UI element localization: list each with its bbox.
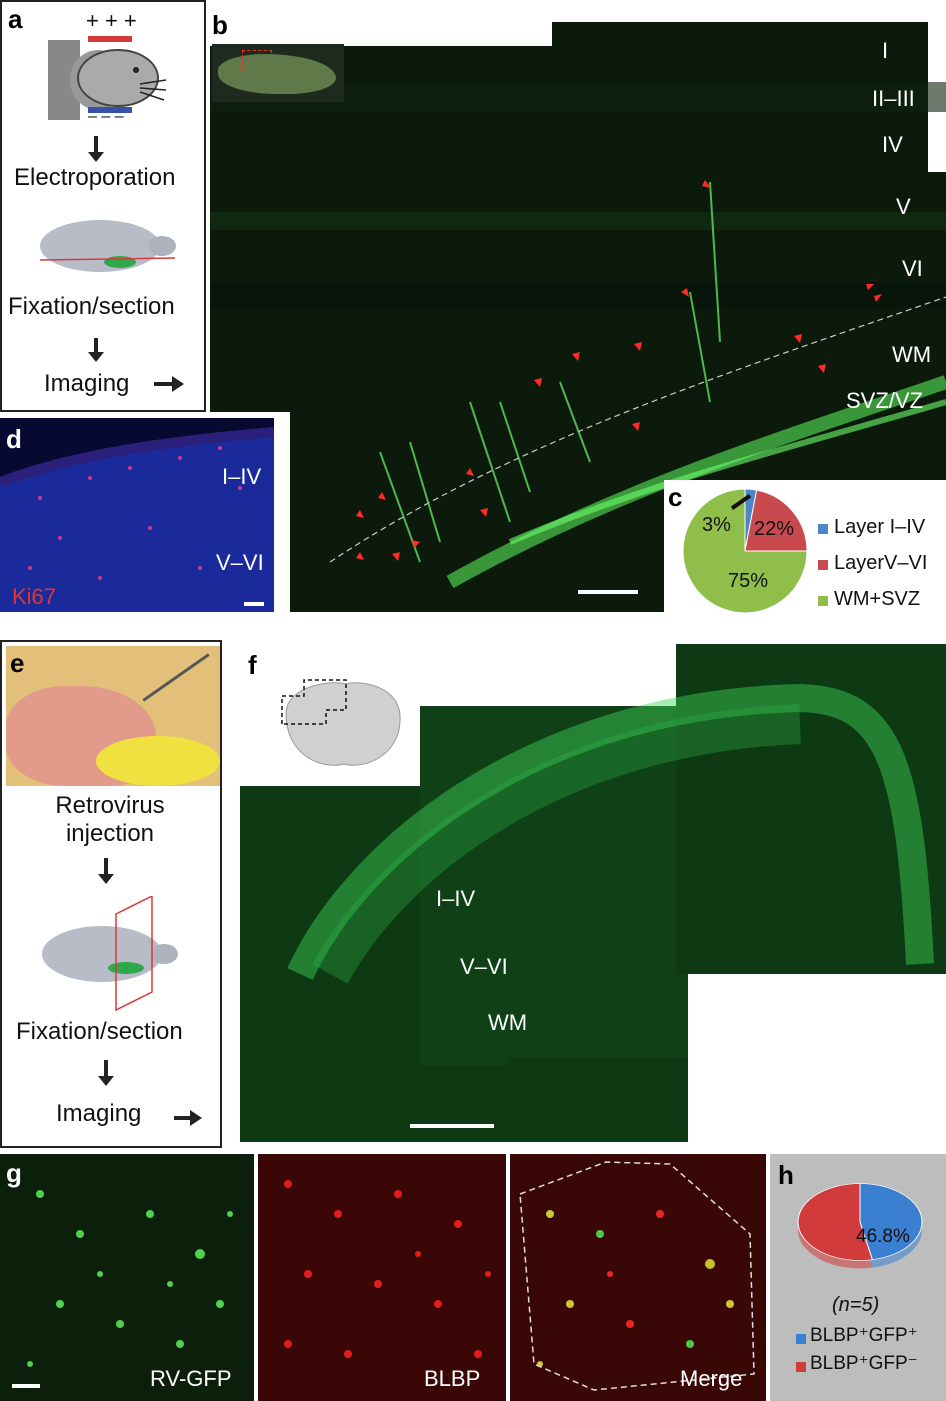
panel-f-label: f: [248, 650, 257, 680]
electrode-plus: + + +: [86, 8, 137, 33]
panel-d-micrograph: [0, 418, 274, 612]
channel-label-merge: Merge: [680, 1366, 743, 1391]
brain-illustration-a: [39, 220, 176, 272]
panel-h-label: h: [778, 1160, 794, 1190]
layer-label-d-v-vi: V–VI: [216, 550, 264, 575]
arrow-down-head-icon: [98, 1076, 114, 1086]
coronal-section-inset: [281, 679, 401, 766]
pie-h-slice-0: [859, 1183, 923, 1261]
layer-label-iv: IV: [882, 132, 903, 157]
panel-g-rv-gfp: [0, 1154, 254, 1401]
arrow-down-icon: [94, 338, 98, 354]
scale-bar-g: [12, 1384, 40, 1388]
panel-c-label: c: [668, 482, 683, 512]
pie-chart-c: [682, 488, 808, 614]
arrow-down-head-icon: [88, 352, 104, 362]
brain-illustration-e: [42, 896, 178, 1012]
stain-label-ki67: Ki67: [12, 584, 57, 609]
panel-g-merge: [510, 1154, 766, 1401]
layer-label-f-i-iv: I–IV: [436, 886, 476, 911]
channel-label-rv-gfp: RV-GFP: [150, 1366, 232, 1391]
legend-h-label-1: BLBP⁺GFP⁻: [810, 1353, 918, 1374]
layer-label-vi: VI: [902, 256, 923, 281]
pie-h-label-46-8: 46.8%: [856, 1226, 910, 1247]
electrode-minus: – – –: [88, 108, 124, 125]
layer-label-d-i-iv: I–IV: [222, 464, 262, 489]
pie-h-slice-1: [797, 1183, 873, 1261]
arrow-down-head-icon: [88, 152, 104, 162]
legend-c-label-2: WM+SVZ: [834, 588, 921, 610]
pup-injection-photo: [6, 646, 220, 786]
step-retrovirus-injection: Retrovirus injection: [55, 792, 165, 847]
step-imaging-a: Imaging: [44, 370, 130, 397]
arrow-right-icon: [174, 1116, 192, 1120]
arrow-down-icon: [94, 136, 98, 154]
step-imaging-e: Imaging: [56, 1100, 142, 1127]
layer-label-svz-vz: SVZ/VZ: [846, 388, 924, 413]
scale-bar-d: [244, 602, 264, 606]
scale-bar-b: [578, 590, 638, 594]
pie-c-slice-2: [682, 488, 808, 614]
panel-a-label: a: [8, 4, 23, 34]
panel-f-micrograph: [240, 644, 946, 1142]
pie-c-label-22: 22%: [754, 518, 795, 540]
layer-label-i: I: [882, 38, 889, 63]
arrow-down-icon: [104, 858, 108, 876]
arrow-down-head-icon: [98, 874, 114, 884]
pie-c-label-3: 3%: [702, 514, 731, 536]
legend-c-swatch-0: [818, 524, 828, 534]
panel-g-label: g: [6, 1158, 22, 1188]
panel-e-label: e: [10, 648, 25, 678]
pie-h-n-label: (n=5): [832, 1294, 880, 1316]
arrow-down-icon: [104, 1060, 108, 1078]
panel-d-label: d: [6, 424, 22, 454]
panel-b-label: b: [212, 10, 228, 40]
legend-c-label-1: LayerV–VI: [834, 552, 928, 574]
pie-chart-h: [797, 1183, 923, 1269]
sagittal-section-inset: [212, 44, 344, 102]
scale-bar-f: [410, 1124, 494, 1128]
arrow-right-head-icon: [172, 376, 184, 392]
channel-label-blbp: BLBP: [424, 1366, 481, 1391]
legend-h-swatch-0: [796, 1334, 806, 1344]
step-fixation-section-e: Fixation/section: [16, 1018, 183, 1045]
layer-label-f-v-vi: V–VI: [460, 954, 508, 979]
electrode-negative-bar: [88, 107, 132, 113]
legend-c-label-0: Layer I–IV: [834, 516, 926, 538]
pie-c-label-75: 75%: [728, 570, 769, 592]
arrow-right-head-icon: [190, 1110, 202, 1126]
layer-label-f-wm: WM: [488, 1010, 528, 1035]
step-fixation-section-a: Fixation/section: [8, 293, 175, 320]
layer-label-wm: WM: [892, 342, 932, 367]
legend-c-swatch-2: [818, 596, 828, 606]
layer-label-v: V: [896, 194, 911, 219]
layer-label-ii-iii: II–III: [872, 86, 915, 111]
legend-h-swatch-1: [796, 1362, 806, 1372]
mouse-head-illustration: [48, 40, 167, 120]
pie-c-slice-1: [744, 489, 808, 552]
legend-h-label-0: BLBP⁺GFP⁺: [810, 1325, 918, 1346]
step-electroporation: Electroporation: [14, 164, 176, 191]
legend-c-swatch-1: [818, 560, 828, 570]
arrow-right-icon: [154, 382, 174, 386]
electrode-positive-bar: [88, 36, 132, 42]
panel-g-blbp: [258, 1154, 506, 1401]
